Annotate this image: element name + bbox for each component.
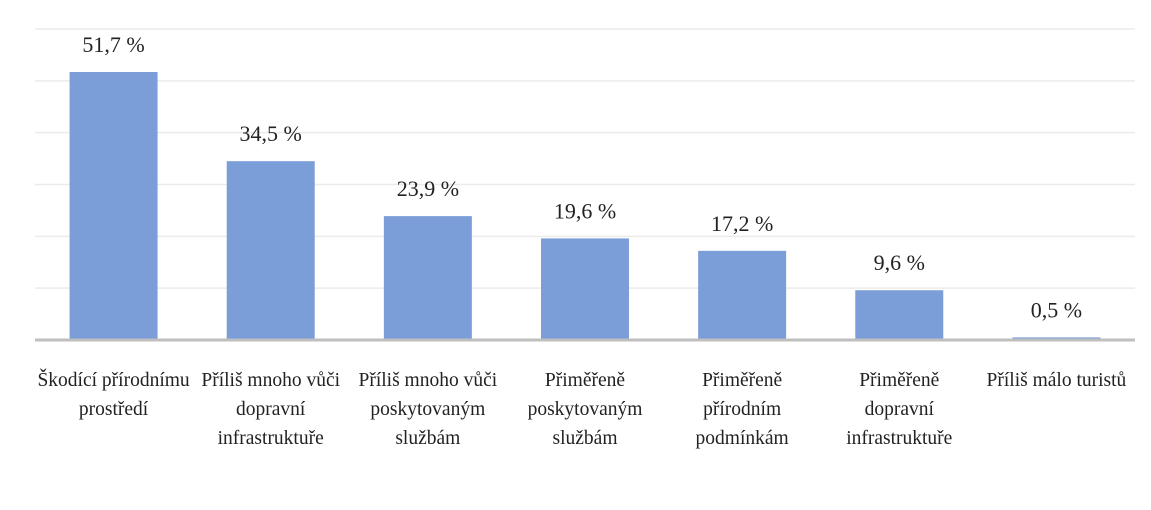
bar bbox=[226, 161, 315, 340]
x-tick-label: Škodící přírodnímu prostředí bbox=[37, 370, 190, 420]
value-label: 0,5 % bbox=[1031, 297, 1082, 322]
bar bbox=[69, 72, 158, 340]
bar bbox=[698, 250, 787, 340]
x-tick-label: Přiměřeně poskytovaným službám bbox=[527, 370, 643, 449]
bar bbox=[855, 290, 944, 340]
value-label: 19,6 % bbox=[554, 198, 616, 223]
value-label: 9,6 % bbox=[874, 250, 925, 275]
bar bbox=[383, 216, 472, 340]
value-label: 17,2 % bbox=[711, 211, 773, 236]
bar bbox=[541, 238, 629, 340]
x-tick-label: Přiměřeně dopravní infrastruktuře bbox=[846, 370, 953, 449]
value-label: 51,7 % bbox=[82, 32, 144, 57]
x-tick-label: Příliš mnoho vůči poskytovaným službám bbox=[358, 370, 498, 449]
x-tick-label: Přiměřeně přírodním podmínkám bbox=[695, 370, 789, 449]
x-tick-label: Příliš mnoho vůči dopravní infrastruktuř… bbox=[201, 370, 341, 449]
value-label: 34,5 % bbox=[240, 121, 302, 146]
x-tick-label: Příliš málo turistů bbox=[986, 370, 1127, 391]
value-label: 23,9 % bbox=[397, 176, 459, 201]
